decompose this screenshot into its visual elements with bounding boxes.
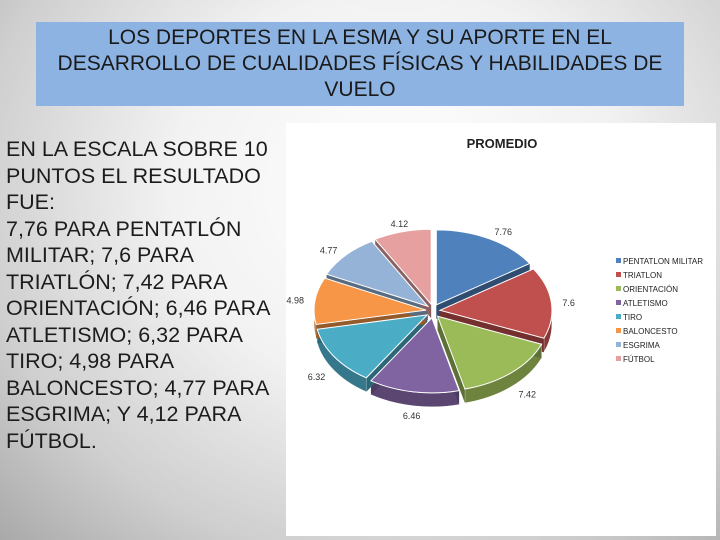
pie-chart: PROMEDIO 7.76 7.6 7.42 6.46 6.32 4.98 4.77 4.12 P…: [286, 136, 703, 421]
data-label: 6.32: [308, 372, 326, 382]
data-label: 7.76: [495, 227, 513, 237]
body-line: ATLETISMO; 6,32 PARA: [6, 322, 243, 347]
body-line: FUE:: [6, 190, 55, 214]
legend-swatch: [616, 342, 621, 347]
pie-slice: [438, 268, 553, 339]
title-line: LOS DEPORTES EN LA ESMA Y SU APORTE EN E…: [108, 26, 612, 49]
pie-slice-tops: [313, 228, 553, 394]
legend-label: PENTATLON MILITAR: [623, 257, 703, 266]
chart-legend: PENTATLON MILITAR TRIATLON ORIENTACIÓN ATLE…: [616, 257, 703, 364]
body-line: TRIATLÓN; 7,42 PARA: [6, 269, 228, 294]
slide-title-text: LOS DEPORTES EN LA ESMA Y SU APORTE EN E…: [58, 25, 663, 103]
body-line: TIRO; 4,98 PARA: [6, 349, 175, 373]
pie-slice: [316, 314, 429, 379]
pie-slice-edge: [437, 316, 465, 404]
legend-swatch: [616, 328, 621, 333]
legend-swatch: [616, 258, 621, 263]
body-line: BALONCESTO; 4,77 PARA: [6, 375, 270, 400]
body-line: FÚTBOL.: [6, 428, 97, 453]
body-line: MILITAR; 7,6 PARA: [6, 243, 194, 267]
pie-slice: [435, 229, 531, 306]
legend-swatch: [616, 272, 621, 277]
data-label: 7.6: [562, 298, 575, 308]
legend-label: BALONCESTO: [623, 327, 678, 336]
legend-swatch: [616, 314, 621, 319]
chart-title: PROMEDIO: [467, 136, 538, 151]
pie-slice: [313, 277, 427, 326]
pie-slice: [325, 240, 430, 308]
pie-slice: [374, 228, 432, 306]
body-line: EN LA ESCALA SOBRE 10: [6, 137, 268, 161]
legend-label: FÚTBOL: [623, 355, 655, 364]
pie-slice: [436, 315, 543, 390]
body-line: 7,76 PARA PENTATLÓN: [6, 216, 242, 241]
legend-swatch: [616, 300, 621, 305]
body-line: PUNTOS EL RESULTADO: [6, 163, 261, 188]
body-line: ESGRIMA; Y 4,12 PARA: [6, 402, 242, 426]
pie-chart-panel: PROMEDIO 7.76 7.6 7.42 6.46 6.32 4.98 4.77 4.12 P…: [286, 123, 716, 536]
data-label: 4.77: [320, 245, 338, 255]
results-text: EN LA ESCALA SOBRE 10 PUNTOS EL RESULTAD…: [6, 136, 278, 454]
body-line: ORIENTACIÓN; 6,46 PARA: [6, 296, 271, 320]
data-label: 4.12: [391, 219, 409, 229]
legend-swatch: [616, 356, 621, 361]
legend-swatch: [616, 286, 621, 291]
data-label: 7.42: [518, 390, 536, 400]
legend-label: TRIATLON: [623, 271, 662, 280]
legend-label: ATLETISMO: [623, 299, 668, 308]
title-line: VUELO: [324, 78, 396, 101]
legend-label: TIRO: [623, 313, 642, 322]
data-label: 4.98: [286, 296, 304, 306]
pie-slice: [370, 316, 460, 394]
title-line: DESARROLLO DE CUALIDADES FÍSICAS Y HABIL…: [57, 52, 663, 75]
legend-label: ORIENTACIÓN: [623, 285, 678, 294]
data-label: 6.46: [403, 411, 421, 421]
slide-title: LOS DEPORTES EN LA ESMA Y SU APORTE EN E…: [36, 22, 684, 106]
legend-label: ESGRIMA: [623, 341, 661, 350]
